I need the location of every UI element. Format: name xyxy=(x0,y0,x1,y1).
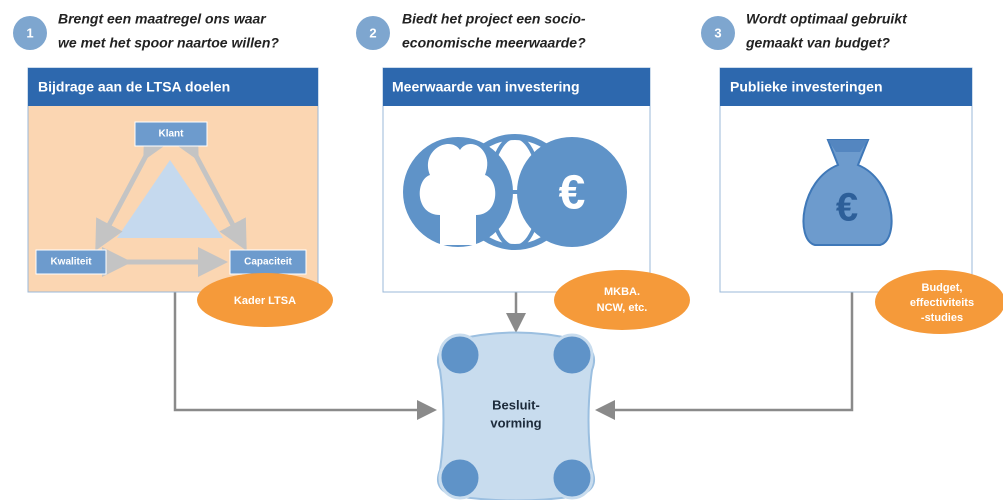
svg-text:€: € xyxy=(559,167,586,220)
node-box xyxy=(134,121,208,147)
question: gemaakt van budget? xyxy=(745,35,890,51)
panel-header xyxy=(28,68,318,106)
step-circle xyxy=(701,16,735,50)
step-circle xyxy=(13,16,47,50)
center-text: vorming xyxy=(490,415,541,430)
triangle-arrows xyxy=(95,127,247,277)
connectors xyxy=(173,292,854,420)
question: economische meerwaarde? xyxy=(402,35,586,51)
column-3: 3 Wordt optimaal gebruikt gemaakt van bu… xyxy=(701,11,1003,334)
tag-text: Kader LTSA xyxy=(234,295,296,307)
question: we met het spoor naartoe willen? xyxy=(58,35,279,51)
tag-text: NCW, etc. xyxy=(597,302,648,314)
panel-header xyxy=(383,68,650,106)
panel-title: Bijdrage aan de LTSA doelen xyxy=(38,79,230,95)
arrow-1 xyxy=(173,292,437,420)
tag-text: MKBA. xyxy=(604,286,640,298)
column-2: 2 Biedt het project een socio- economisc… xyxy=(356,11,690,330)
tag-ellipse xyxy=(197,273,333,327)
question: Wordt optimaal gebruikt xyxy=(746,11,908,27)
node-label: Kwaliteit xyxy=(50,257,92,268)
tag-ellipse xyxy=(875,270,1003,334)
decision-node: Besluit- vorming xyxy=(436,331,596,500)
node-box xyxy=(35,249,107,275)
column-1: 1 Brengt een maatregel ons waar we met h… xyxy=(13,11,333,327)
tag-text: -studies xyxy=(921,312,963,324)
tag-text: Budget, xyxy=(922,282,963,294)
step-number: 1 xyxy=(26,25,33,40)
tag-text: effectiviteits xyxy=(910,297,974,309)
svg-text:€: € xyxy=(836,186,858,230)
step-number: 2 xyxy=(369,25,376,40)
tag-ellipse xyxy=(554,270,690,330)
node-label: Capaciteit xyxy=(244,257,292,268)
node-label: Klant xyxy=(159,129,185,140)
step-number: 3 xyxy=(714,25,721,40)
panel-title: Meerwaarde van investering xyxy=(392,79,580,95)
question: Biedt het project een socio- xyxy=(402,11,586,27)
arrow-3 xyxy=(595,292,854,420)
investment-icon: € xyxy=(403,134,627,250)
panel-header xyxy=(720,68,972,106)
panel-title: Publieke investeringen xyxy=(730,79,883,95)
money-bag-icon: € xyxy=(802,139,893,246)
step-circle xyxy=(356,16,390,50)
question: Brengt een maatregel ons waar xyxy=(58,11,267,27)
center-text: Besluit- xyxy=(492,397,540,412)
